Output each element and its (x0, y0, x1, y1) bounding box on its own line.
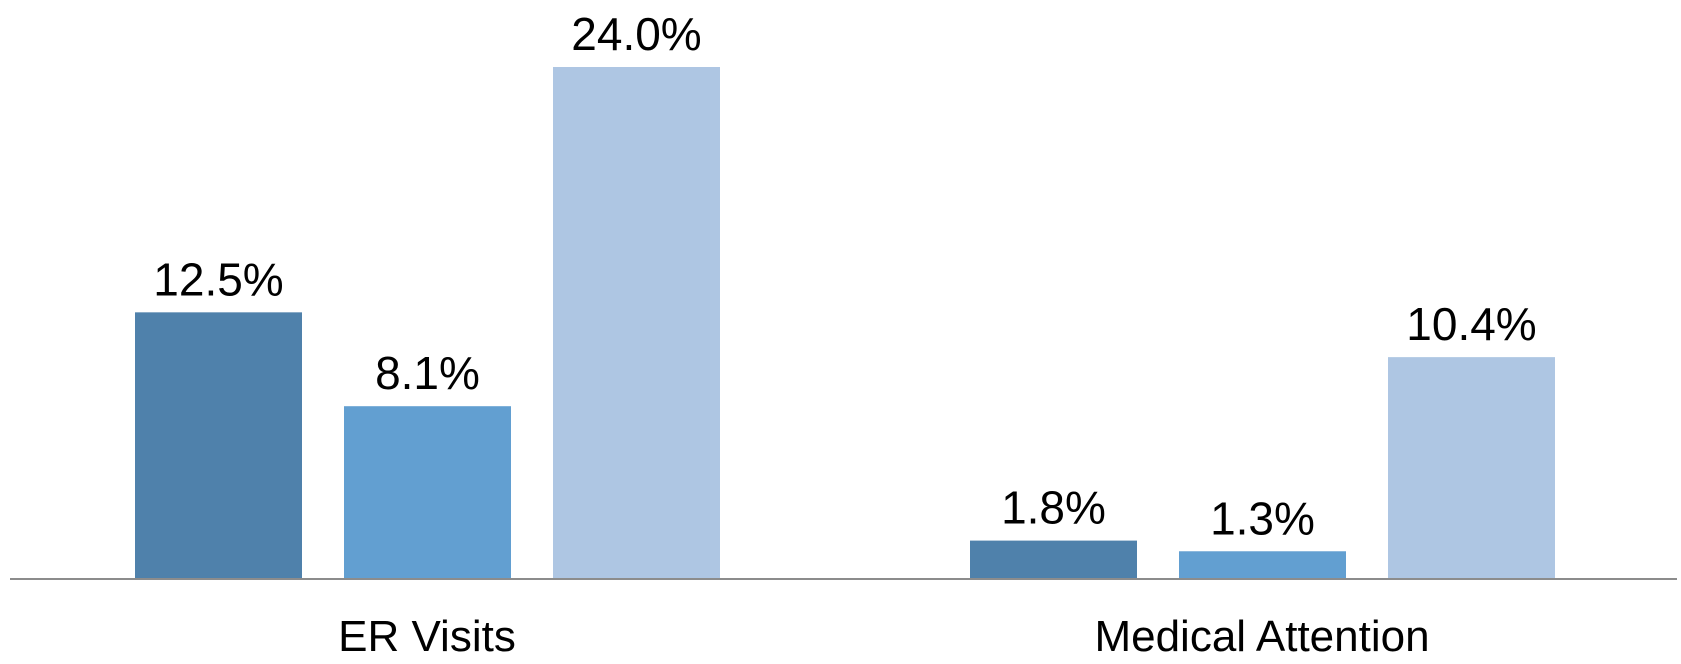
data-label-0-1: 8.1% (375, 347, 480, 399)
data-label-1-1: 1.3% (1210, 492, 1315, 544)
bar-0-1 (344, 406, 511, 579)
bar-1-0 (970, 540, 1137, 579)
data-labels-layer: 12.5% 8.1% 24.0% 1.8% 1.3% 10.4% (153, 8, 1536, 544)
category-labels-layer: ER Visits Medical Attention (338, 612, 1429, 661)
bar-1-1 (1179, 551, 1346, 579)
bars-layer (135, 67, 1555, 579)
data-label-0-2: 24.0% (571, 8, 701, 60)
category-label-0: ER Visits (338, 612, 516, 659)
bar-1-2 (1388, 357, 1555, 579)
bar-0-2 (553, 67, 720, 579)
category-label-1: Medical Attention (1094, 612, 1429, 659)
bar-0-0 (135, 312, 302, 579)
data-label-1-2: 10.4% (1406, 298, 1536, 350)
data-label-1-0: 1.8% (1001, 482, 1106, 534)
data-label-0-0: 12.5% (153, 253, 283, 305)
